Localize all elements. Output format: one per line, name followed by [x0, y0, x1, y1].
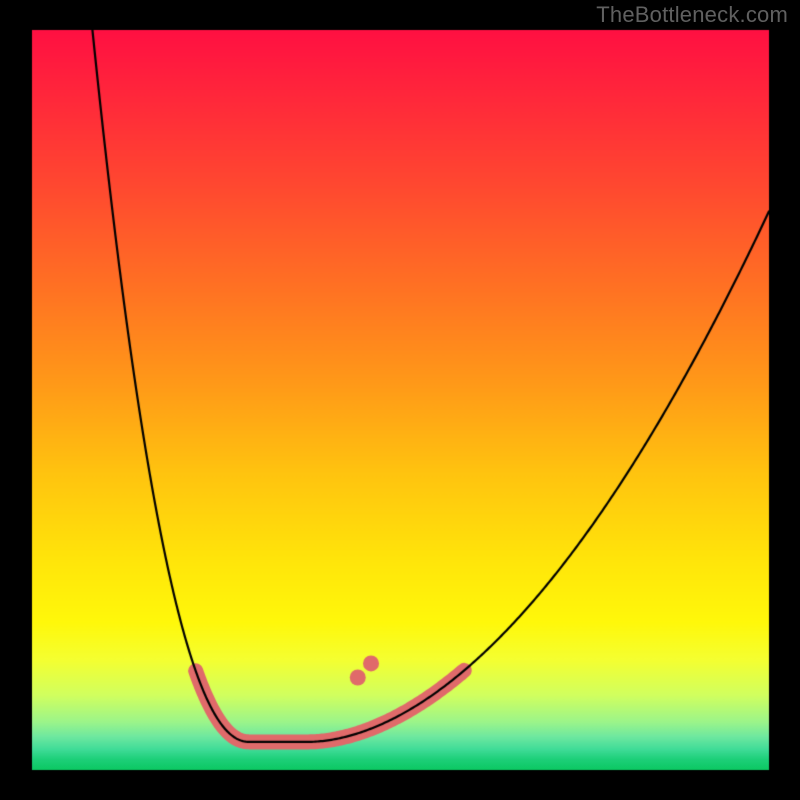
- watermark-text: TheBottleneck.com: [596, 2, 788, 28]
- bottleneck-chart: [0, 0, 800, 800]
